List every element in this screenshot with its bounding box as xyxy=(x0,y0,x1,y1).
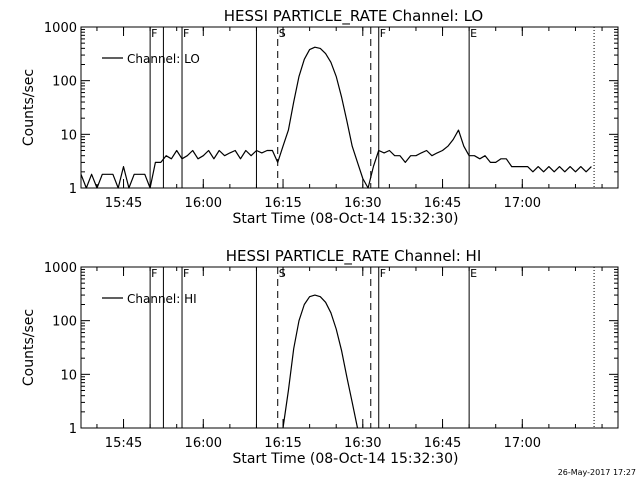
chart2-event-marker-label: S xyxy=(279,267,286,280)
chart1-event-marker-label: F xyxy=(183,27,189,40)
chart1-y-tick-label: 10 xyxy=(60,128,77,143)
chart2-y-tick-label: 10 xyxy=(60,368,77,383)
chart2-y-tick-label: 100 xyxy=(52,315,77,330)
chart2-y-tick-label: 1 xyxy=(69,422,77,437)
chart2-x-tick-label: 16:15 xyxy=(264,436,301,451)
chart1-y-tick-label: 1 xyxy=(69,182,77,197)
chart-panel-1: HESSI PARTICLE_RATE Channel: LO 1 10 100 100… xyxy=(21,7,619,227)
chart1-x-tick-label: 16:00 xyxy=(185,196,222,211)
chart1-event-marker-label: F xyxy=(380,27,386,40)
chart2-event-marker-label: E xyxy=(470,267,477,280)
chart1-x-axis-label: Start Time (08-Oct-14 15:32:30) xyxy=(233,211,459,227)
chart2-x-tick-label: 16:45 xyxy=(424,436,461,451)
chart2-x-axis-label: Start Time (08-Oct-14 15:32:30) xyxy=(233,451,459,467)
chart1-title: HESSI PARTICLE_RATE Channel: LO xyxy=(224,7,483,26)
chart2-x-tick-label: 16:00 xyxy=(185,436,222,451)
footer-date: 26-May-2017 17:27 xyxy=(558,468,636,477)
chart1-event-marker-label: F xyxy=(151,27,157,40)
chart1-x-tick-label: 16:15 xyxy=(264,196,301,211)
chart1-event-marker-label: E xyxy=(470,27,477,40)
chart2-y-axis-label: Counts/sec xyxy=(21,309,37,386)
chart2-legend-label: Channel: HI xyxy=(127,292,197,306)
chart2-x-tick-label: 15:45 xyxy=(105,436,142,451)
chart2-y-tick-label: 1000 xyxy=(44,261,77,276)
chart2-plot-frame xyxy=(80,266,619,429)
chart1-legend-label: Channel: LO xyxy=(127,52,200,66)
chart2-title: HESSI PARTICLE_RATE Channel: HI xyxy=(226,247,482,266)
chart-panel-2: HESSI PARTICLE_RATE Channel: HI 1 10 100 100… xyxy=(21,247,619,467)
chart1-y-tick-label: 100 xyxy=(52,75,77,90)
chart1-y-tick-label: 1000 xyxy=(44,21,77,36)
chart1-y-axis-label: Counts/sec xyxy=(21,69,37,146)
chart1-event-marker-label: S xyxy=(279,27,286,40)
chart2-event-marker-label: F xyxy=(380,267,386,280)
chart1-x-tick-label: 15:45 xyxy=(105,196,142,211)
chart2-event-marker-label: F xyxy=(151,267,157,280)
chart1-x-tick-label: 16:30 xyxy=(344,196,381,211)
chart2-x-tick-label: 17:00 xyxy=(504,436,541,451)
chart2-series-line xyxy=(282,294,359,429)
chart1-plot-frame xyxy=(80,26,619,189)
chart1-series-line xyxy=(80,46,592,189)
chart1-x-tick-label: 16:45 xyxy=(424,196,461,211)
chart2-x-tick-label: 16:30 xyxy=(344,436,381,451)
chart2-event-marker-label: F xyxy=(183,267,189,280)
chart1-x-tick-label: 17:00 xyxy=(504,196,541,211)
